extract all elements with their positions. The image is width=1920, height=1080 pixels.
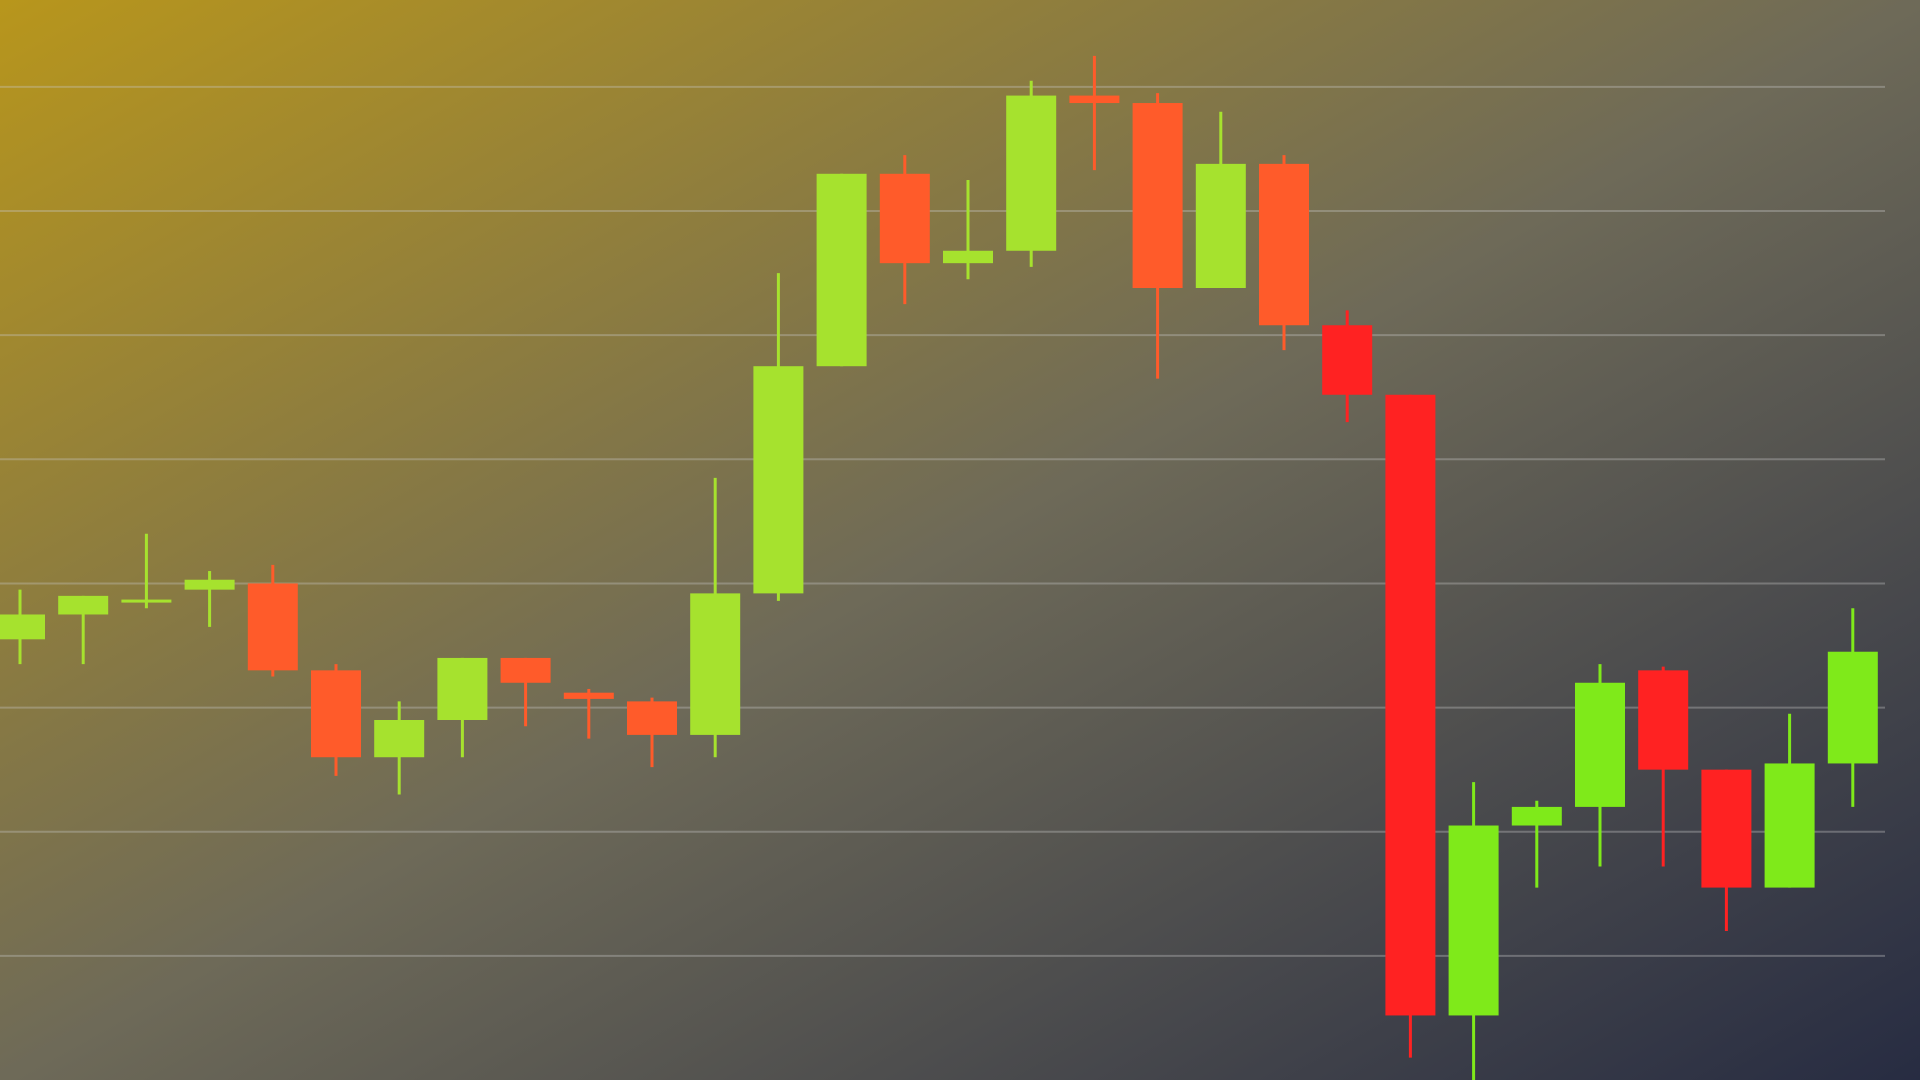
candle-body bbox=[1764, 763, 1815, 888]
candle-body bbox=[1195, 163, 1246, 288]
candles bbox=[0, 55, 1878, 1080]
candle-body bbox=[437, 657, 488, 720]
candle-body bbox=[563, 692, 614, 699]
candle-bearish bbox=[1638, 666, 1689, 867]
candle-bullish bbox=[121, 533, 172, 609]
candle-body bbox=[311, 670, 361, 758]
candle-body bbox=[1827, 651, 1878, 764]
candle-body bbox=[1701, 769, 1752, 888]
candle-bullish bbox=[0, 589, 45, 665]
candle-body bbox=[816, 173, 867, 367]
candle-bullish bbox=[1448, 782, 1499, 1080]
candle-bearish bbox=[1132, 93, 1183, 379]
candle-body bbox=[58, 595, 109, 615]
candle-body bbox=[1259, 163, 1309, 326]
candle-bullish bbox=[943, 180, 993, 280]
candle-body bbox=[879, 173, 930, 264]
candle-bearish bbox=[1322, 310, 1373, 423]
candle-body bbox=[0, 614, 45, 640]
candle-bullish bbox=[184, 571, 235, 627]
candle-bearish bbox=[311, 664, 361, 776]
candle-body bbox=[1385, 394, 1436, 1016]
candle-body bbox=[943, 250, 993, 264]
candle-bearish bbox=[563, 688, 614, 739]
candle-bullish bbox=[374, 701, 425, 795]
candle-bearish bbox=[1259, 155, 1309, 351]
candle-body bbox=[500, 657, 551, 683]
candle-bearish bbox=[1701, 769, 1752, 932]
candle-body bbox=[1638, 670, 1689, 770]
candle-bullish bbox=[816, 173, 867, 367]
candle-bearish bbox=[627, 697, 677, 768]
candle-body bbox=[247, 583, 298, 671]
candle-bullish bbox=[753, 273, 804, 601]
candle-bearish bbox=[1385, 394, 1436, 1058]
candle-bullish bbox=[437, 657, 488, 758]
candle-body bbox=[374, 720, 425, 758]
candle-body bbox=[184, 579, 235, 590]
candle-bearish bbox=[879, 155, 930, 305]
candle-body bbox=[1069, 95, 1120, 104]
candle-body bbox=[1322, 325, 1373, 395]
candle-bullish bbox=[58, 595, 109, 665]
candle-body bbox=[1006, 95, 1057, 251]
candle-bullish bbox=[1511, 800, 1562, 888]
candle-bullish bbox=[1575, 664, 1625, 867]
candle-body bbox=[1448, 825, 1499, 1016]
candle-body bbox=[121, 599, 172, 603]
candle-bearish bbox=[500, 657, 551, 727]
candle-bullish bbox=[1764, 713, 1815, 888]
candle-bullish bbox=[1827, 608, 1878, 807]
candle-body bbox=[1511, 806, 1562, 826]
candle-body bbox=[690, 593, 741, 735]
candle-bullish bbox=[1006, 80, 1057, 267]
candle-body bbox=[1132, 103, 1183, 288]
candle-bearish bbox=[1069, 55, 1120, 171]
candle-bullish bbox=[690, 477, 741, 758]
candle-body bbox=[1575, 682, 1625, 807]
candle-bearish bbox=[247, 564, 298, 677]
candle-body bbox=[627, 701, 677, 735]
candle-bullish bbox=[1195, 111, 1246, 288]
candle-body bbox=[753, 366, 804, 594]
